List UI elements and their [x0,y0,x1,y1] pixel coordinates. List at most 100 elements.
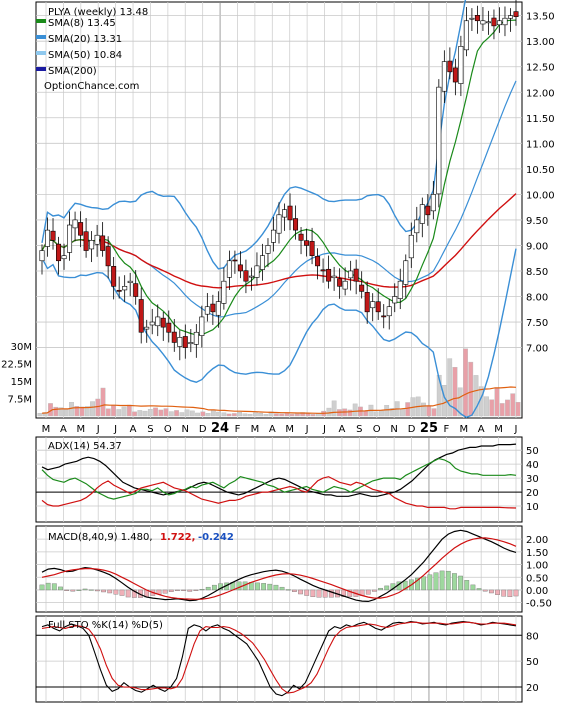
candle-body [491,17,497,27]
candle-body [353,268,359,282]
candle-body [408,234,414,259]
candle-body [133,283,139,297]
price-tick-label: 12.00 [526,88,555,99]
volume-bar [463,348,468,417]
volume-bar [405,402,411,417]
macd-histogram-bar [211,584,217,591]
macd-histogram-bar [464,580,470,591]
candle-body [45,229,51,247]
candle-body [56,243,62,262]
macd-histogram-bar [298,589,303,595]
candle-body [127,280,133,284]
volume-bar [389,408,395,417]
volume-bar [147,409,153,417]
candle-body [215,301,221,316]
volume-bar [373,411,379,417]
volume-bar [184,409,190,417]
month-label: O [164,424,172,435]
macd-histogram-bar [101,589,106,593]
macd-histogram-bar [476,588,482,591]
month-label: S [147,424,153,435]
macd-histogram-bar [107,589,113,594]
candle-body [72,219,78,229]
volume-bar [384,405,390,417]
candle-body [392,296,398,304]
volume-bar [363,410,369,417]
month-label: A [478,424,485,435]
candle-body [276,214,282,234]
sto-tick-label: 50 [526,657,539,668]
candle-body [502,17,508,26]
macd-histogram-bar [162,589,168,594]
candle-body [61,255,67,260]
macd-histogram-bar [310,589,316,598]
volume-bar [273,413,279,417]
month-label: A [339,424,346,435]
macd-histogram-bar [488,589,494,594]
candle-body [188,342,194,345]
candle-body [111,266,117,287]
volume-bar [499,403,505,417]
macd-histogram-bar [341,589,347,598]
macd-title: MACD(8,40,9) 1.480, [48,532,153,543]
candle-body [397,280,403,299]
macd-tick-label: -0.50 [526,599,552,610]
candle-body [348,270,354,279]
sma8-line [41,19,517,336]
volume-bar [231,413,237,417]
macd-histogram-bar [513,589,519,597]
candle-body [221,280,227,304]
volume-bar [515,402,521,417]
volume-bar [195,412,200,417]
volume-bar [284,412,290,417]
month-label: N [390,424,397,435]
volume-bar [252,412,258,417]
candle-body [293,218,299,231]
adx-tick-label: 40 [526,460,539,471]
candle-body [441,61,447,92]
volume-bar [153,407,158,417]
candle-body [105,246,111,267]
sto-tick-label: 20 [526,683,539,694]
candle-body [326,268,332,282]
sto-frame [35,615,523,703]
month-label: D [408,424,416,435]
sto-d-line [41,621,517,694]
volume-bar [100,387,106,417]
macd-histogram-bar [119,589,125,596]
volume-average-line [41,386,517,414]
macd-histogram-bar [372,589,377,592]
candle-body [50,230,56,241]
volume-tick-label: 22.5M [1,360,32,371]
price-tick-label: 9.00 [526,241,548,252]
macd-histogram-bar [458,575,463,591]
candle-body [89,240,95,250]
candle-body [100,235,106,251]
candle-body [254,265,260,278]
adx-tick-label: 50 [526,446,539,457]
volume-bar [226,413,232,417]
macd-value-red: 1.722, [160,532,195,543]
candle-body [364,292,370,313]
candle-body [78,222,84,236]
legend-sma8: SMA(8) 13.45 [48,18,116,29]
macd-histogram-bar [64,589,70,591]
macd-histogram-bar [291,589,297,592]
volume-bar [489,399,495,417]
volume-bar [79,406,85,417]
macd-histogram-bar [445,570,451,591]
candle-body [452,67,458,83]
adx-tick-label: 10 [526,502,539,513]
volume-bar [53,406,59,417]
volume-bar [326,407,332,417]
legend-sma50: SMA(50) 10.84 [48,50,122,61]
macd-histogram-bar [279,586,285,591]
month-label: J [514,424,518,435]
macd-histogram-bar [181,589,186,591]
volume-bar [205,413,211,417]
stochastic-panel: 80 50 20 [35,615,539,703]
macd-histogram-bar [421,576,427,591]
candle-body [149,321,155,326]
volume-bar [447,358,453,417]
